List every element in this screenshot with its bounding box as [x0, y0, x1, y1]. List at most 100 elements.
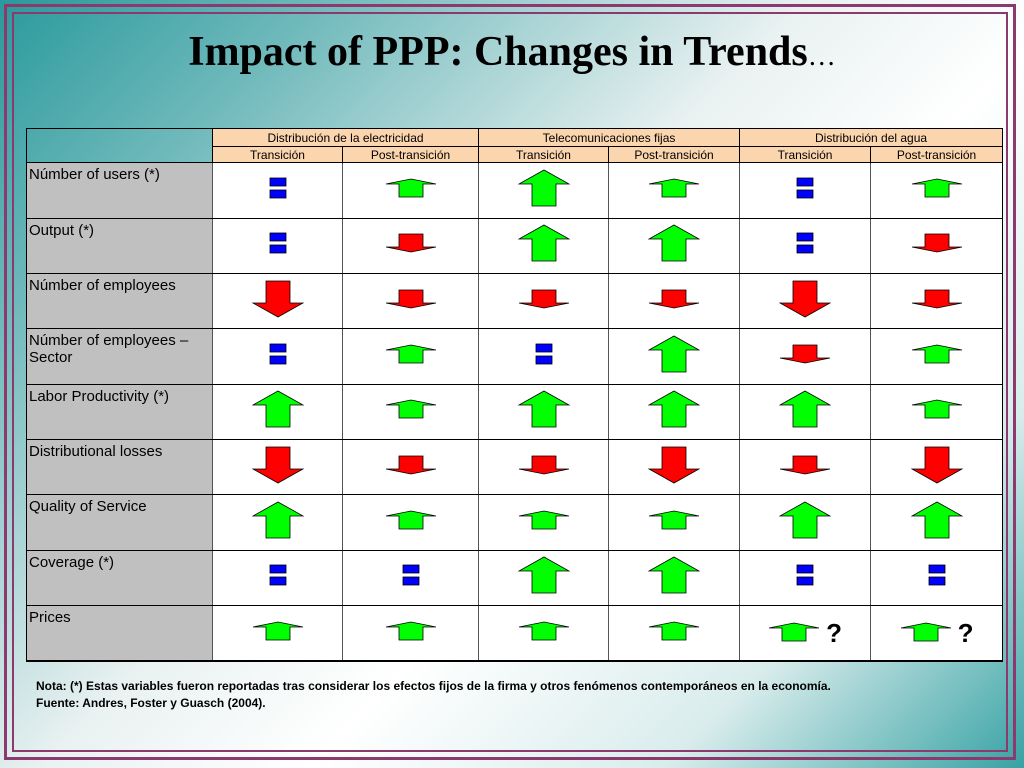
trend-cell	[870, 162, 1004, 219]
trend-cell	[870, 384, 1004, 441]
arrow-down-icon	[648, 446, 701, 484]
trend-cell	[478, 550, 609, 607]
row-label: Prices	[26, 605, 213, 663]
equal-icon	[796, 232, 814, 254]
phase-header: Transición	[478, 146, 610, 164]
arrow-up-icon	[648, 621, 700, 641]
footnote-nota: Nota: (*) Estas variables fueron reporta…	[36, 679, 831, 693]
trend-cell	[212, 550, 343, 607]
table-body: Númber of users (*) Output (*) Númber of e…	[26, 162, 1004, 663]
trend-cell	[870, 273, 1004, 330]
trend-cell	[478, 605, 609, 663]
arrow-up-icon	[768, 622, 820, 642]
phase-header-row: Transición Post-transición Transición Po…	[27, 146, 1004, 164]
arrow-up-icon	[648, 390, 701, 428]
trend-cell	[212, 605, 343, 663]
trend-cell	[608, 550, 740, 607]
arrow-up-icon	[911, 399, 963, 419]
footnote-source: Fuente: Andres, Foster y Guasch (2004).	[36, 696, 266, 710]
trend-cell	[478, 439, 609, 496]
trend-cell	[478, 162, 609, 219]
table-row: Output (*)	[26, 218, 1004, 274]
question-mark: ?	[826, 617, 842, 648]
trend-cell	[870, 494, 1004, 551]
trend-cell	[870, 218, 1004, 274]
arrow-up-icon	[518, 621, 570, 641]
arrow-up-icon	[911, 344, 963, 364]
row-label: Númber of employees – Sector	[26, 328, 213, 385]
trend-cell	[608, 162, 740, 219]
table-row: Coverage (*)	[26, 550, 1004, 607]
arrow-up-icon	[251, 501, 304, 539]
table-row: Númber of users (*)	[26, 162, 1004, 219]
trend-cell	[341, 328, 479, 385]
trend-cell	[478, 328, 609, 385]
trend-cell	[341, 384, 479, 441]
arrow-up-icon	[517, 224, 570, 262]
equal-icon	[535, 343, 553, 365]
trend-cell	[608, 218, 740, 274]
row-label: Númber of users (*)	[26, 162, 213, 219]
arrow-up-icon	[517, 169, 570, 207]
trend-cell	[870, 550, 1004, 607]
phase-header: Post-transición	[341, 146, 480, 164]
equal-icon	[269, 177, 287, 199]
row-label: Coverage (*)	[26, 550, 213, 607]
question-mark: ?	[957, 617, 974, 648]
trend-cell	[478, 384, 609, 441]
arrow-down-icon	[910, 446, 963, 484]
arrow-down-icon	[385, 455, 437, 475]
trend-cell	[739, 273, 871, 330]
trend-cell	[739, 328, 871, 385]
slide-frame-outer	[4, 4, 1016, 760]
title-text: Impact of PPP: Changes in Trends	[188, 29, 808, 75]
phase-header: Transición	[739, 146, 872, 164]
trend-cell	[341, 273, 479, 330]
trend-cell	[341, 439, 479, 496]
trend-cell	[739, 439, 871, 496]
arrow-up-icon	[385, 178, 437, 198]
slide-title: Impact of PPP: Changes in Trends…	[0, 28, 1024, 76]
table-row: Prices??	[26, 605, 1004, 663]
header-corner	[26, 127, 213, 164]
arrow-down-icon	[911, 289, 963, 309]
sector-header-row: Distribución de la electricidad Telecomu…	[26, 127, 1004, 164]
arrow-down-icon	[779, 455, 831, 475]
trend-cell	[739, 218, 871, 274]
title-ellipsis: …	[807, 41, 836, 72]
table-row: Quality of Service	[26, 494, 1004, 551]
equal-icon	[796, 564, 814, 586]
arrow-up-icon	[648, 178, 700, 198]
arrow-up-icon	[518, 510, 570, 530]
arrow-up-icon	[779, 501, 832, 539]
equal-icon	[269, 232, 287, 254]
sector-header-water: Distribución del agua	[739, 127, 1004, 148]
arrow-up-icon	[648, 335, 701, 373]
arrow-down-icon	[779, 280, 832, 318]
equal-icon	[402, 564, 420, 586]
trend-cell	[341, 605, 479, 663]
footnote: Nota: (*) Estas variables fueron reporta…	[36, 678, 831, 712]
trend-cell	[478, 273, 609, 330]
trend-cell	[608, 494, 740, 551]
equal-icon	[928, 564, 946, 586]
phase-header: Post-transición	[608, 146, 741, 164]
arrow-up-icon	[517, 556, 570, 594]
trend-cell	[212, 218, 343, 274]
arrow-down-icon	[779, 344, 831, 364]
trend-cell	[870, 439, 1004, 496]
arrow-up-icon	[517, 390, 570, 428]
trend-cell: ?	[870, 605, 1004, 663]
equal-icon	[269, 564, 287, 586]
table-row: Distributional losses	[26, 439, 1004, 496]
trend-cell	[739, 162, 871, 219]
trend-cell	[478, 218, 609, 274]
trend-cell	[739, 550, 871, 607]
arrow-down-icon	[518, 289, 570, 309]
trend-cell	[608, 328, 740, 385]
row-label: Númber of employees	[26, 273, 213, 330]
trend-cell	[212, 162, 343, 219]
trends-table: Distribución de la electricidad Telecomu…	[26, 127, 1004, 663]
trend-cell	[608, 439, 740, 496]
row-label: Distributional losses	[26, 439, 213, 496]
